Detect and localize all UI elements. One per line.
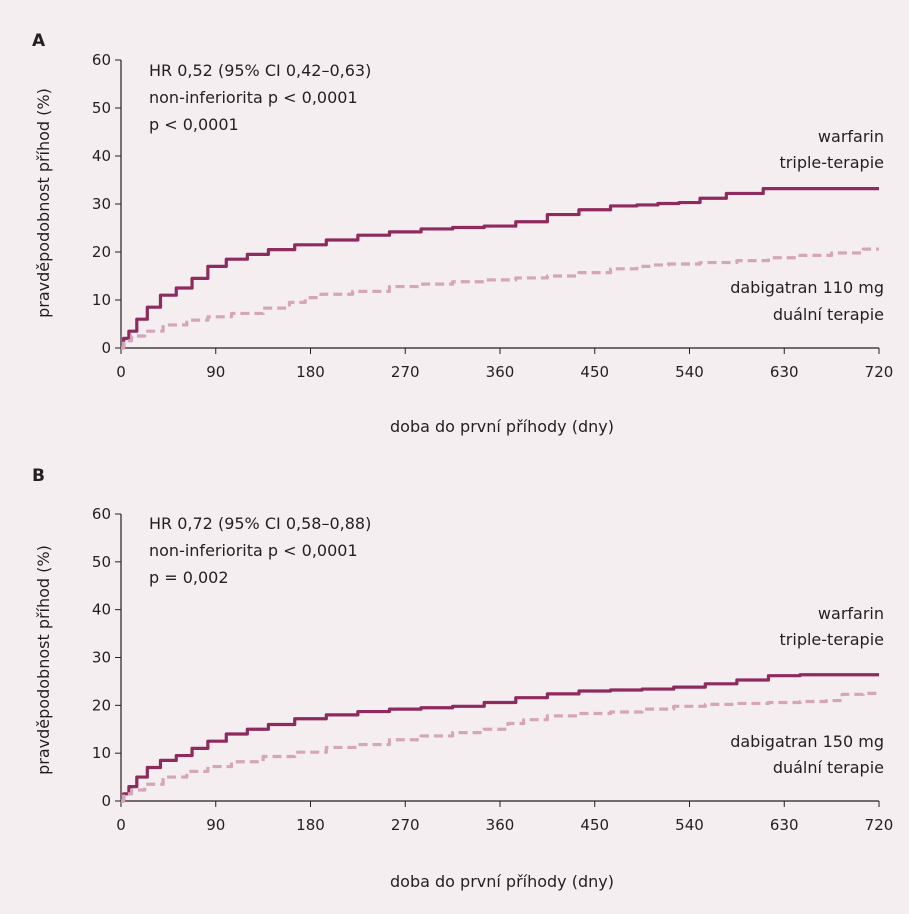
panel-a: A pravděpodobnost příhod (%) 0 10 20 30 40 50… [32, 31, 893, 436]
panel-a-label: A [32, 31, 46, 51]
panel-b-x-tick-label: 0 [116, 816, 126, 834]
panel-b-warfarin-label-2: triple-terapie [780, 630, 884, 649]
panel-a-pvalue-text: p < 0,0001 [149, 115, 239, 134]
panel-b-x-tick-label: 90 [206, 816, 225, 834]
panel-a-x-tick-label: 360 [486, 363, 515, 381]
panel-a-y-tick-label: 40 [92, 147, 111, 165]
panel-b-warfarin-line [121, 673, 879, 803]
panel-b-dabigatran-line [121, 691, 879, 803]
panel-b-pvalue-text: p = 0,002 [149, 568, 229, 587]
panel-a-hr-text: HR 0,52 (95% CI 0,42–0,63) [149, 61, 371, 80]
panel-a-y-tick-label: 0 [101, 339, 111, 357]
panel-b: B pravděpodobnost příhod (%) 0 10 20 30 40 50… [32, 466, 893, 891]
panel-a-x-tick-label: 450 [580, 363, 609, 381]
panel-a-x-tick-label: 0 [116, 363, 126, 381]
panel-a-x-tick-label: 270 [391, 363, 420, 381]
panel-b-x-tick-label: 630 [770, 816, 799, 834]
panel-b-x-axis-title: doba do první příhody (dny) [390, 872, 614, 891]
panel-a-x-tick-label: 720 [865, 363, 894, 381]
panel-b-label: B [32, 466, 45, 486]
panel-b-y-tick-label: 50 [92, 553, 111, 571]
panel-a-y-tick-label: 60 [92, 51, 111, 69]
panel-a-x-tick-label: 540 [675, 363, 704, 381]
panel-a-x-tick-label: 180 [296, 363, 325, 381]
panel-b-hr-text: HR 0,72 (95% CI 0,58–0,88) [149, 514, 371, 533]
panel-b-y-tick-label: 30 [92, 649, 111, 667]
panel-a-noninferiority-text: non-inferiorita p < 0,0001 [149, 88, 358, 107]
panel-b-warfarin-label-1: warfarin [818, 604, 884, 623]
panel-b-y-tick-label: 40 [92, 601, 111, 619]
panel-b-x-tick-label: 360 [486, 816, 515, 834]
panel-a-dabigatran-line [121, 247, 879, 350]
panel-b-x-tick-label: 720 [865, 816, 894, 834]
panel-b-y-ticks: 0 10 20 30 40 50 60 [92, 505, 121, 810]
panel-a-dabigatran-label-2: duální terapie [773, 305, 884, 324]
panel-b-x-tick-label: 450 [580, 816, 609, 834]
panel-b-y-tick-label: 60 [92, 505, 111, 523]
panel-b-y-tick-label: 10 [92, 744, 111, 762]
panel-b-x-tick-label: 270 [391, 816, 420, 834]
panel-b-dabigatran-label-2: duální terapie [773, 758, 884, 777]
panel-a-warfarin-line [121, 187, 879, 350]
panel-a-warfarin-label-1: warfarin [818, 127, 884, 146]
panel-a-y-tick-label: 50 [92, 99, 111, 117]
panel-a-dabigatran-label-1: dabigatran 110 mg [730, 278, 884, 297]
panel-a-y-tick-label: 10 [92, 291, 111, 309]
panel-a-y-axis-title: pravděpodobnost příhod (%) [34, 88, 53, 318]
panel-b-x-tick-label: 540 [675, 816, 704, 834]
panel-a-y-ticks: 0 10 20 30 40 50 60 [92, 51, 121, 357]
panel-b-y-tick-label: 0 [101, 792, 111, 810]
panel-a-y-tick-label: 30 [92, 195, 111, 213]
panel-b-y-tick-label: 20 [92, 696, 111, 714]
panel-b-noninferiority-text: non-inferiorita p < 0,0001 [149, 541, 358, 560]
panel-b-dabigatran-label-1: dabigatran 150 mg [730, 732, 884, 751]
panel-a-x-tick-label: 90 [206, 363, 225, 381]
panel-a-x-tick-label: 630 [770, 363, 799, 381]
panel-b-x-ticks: 0 90 180 270 360 450 540 630 720 [116, 801, 893, 834]
panel-b-y-axis-title: pravděpodobnost příhod (%) [34, 545, 53, 775]
panel-b-x-tick-label: 180 [296, 816, 325, 834]
panel-a-x-axis-title: doba do první příhody (dny) [390, 417, 614, 436]
panel-a-x-ticks: 0 90 180 270 360 450 540 630 720 [116, 348, 893, 381]
panel-a-y-tick-label: 20 [92, 243, 111, 261]
panel-a-warfarin-label-2: triple-terapie [780, 153, 884, 172]
